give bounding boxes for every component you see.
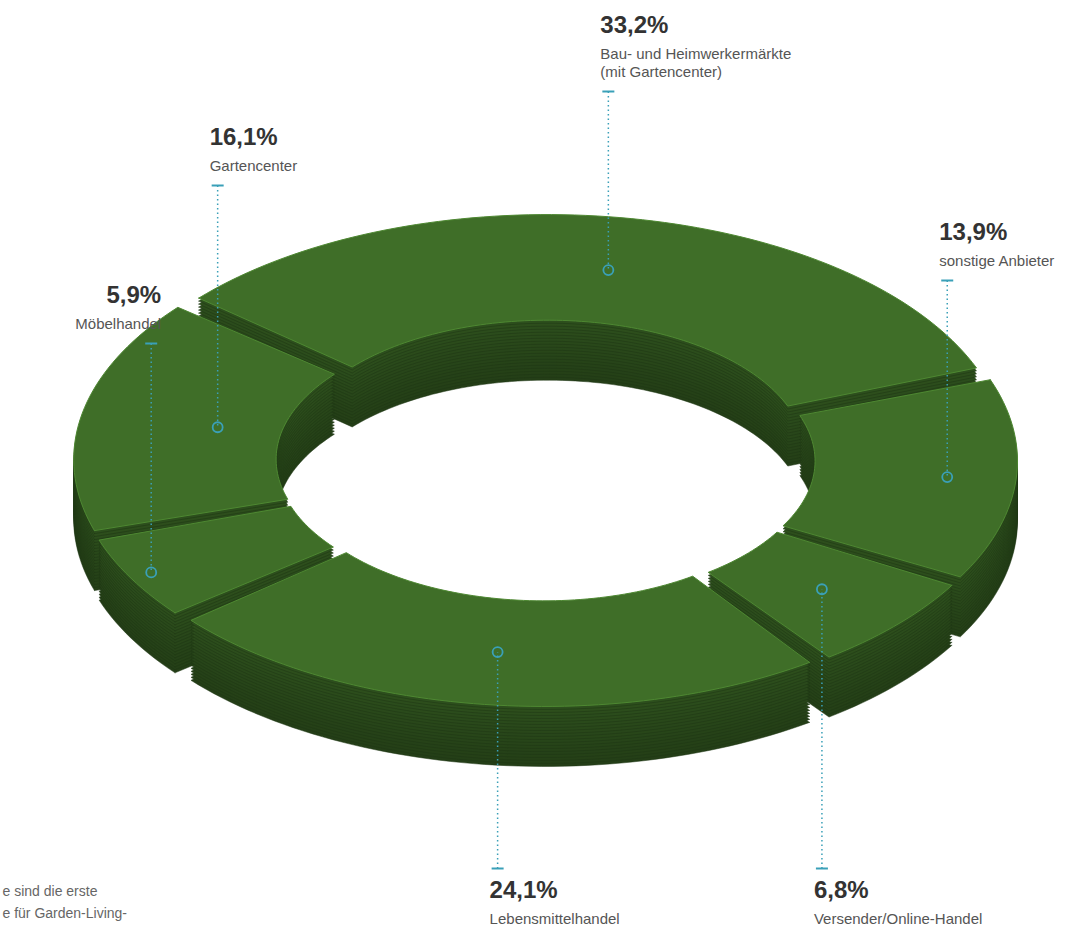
svg-text:24,1%: 24,1%	[490, 876, 558, 903]
svg-text:6,8%: 6,8%	[814, 876, 869, 903]
svg-text:sonstige Anbieter: sonstige Anbieter	[939, 252, 1054, 269]
svg-text:Möbelhandel: Möbelhandel	[75, 315, 161, 332]
svg-text:13,9%: 13,9%	[939, 218, 1007, 245]
svg-text:16,1%: 16,1%	[210, 123, 278, 150]
svg-text:Versender/Online-Handel: Versender/Online-Handel	[814, 910, 982, 927]
svg-text:Bau- und Heimwerkermärkte(mit: Bau- und Heimwerkermärkte(mit Gartencent…	[600, 45, 791, 80]
svg-text:5,9%: 5,9%	[107, 281, 162, 308]
svg-text:Gartencenter: Gartencenter	[210, 157, 298, 174]
svg-text:Lebensmittelhandel: Lebensmittelhandel	[490, 910, 620, 927]
svg-text:e sind die erste: e sind die erste	[3, 883, 98, 899]
svg-text:e für Garden-Living-: e für Garden-Living-	[3, 905, 128, 921]
svg-text:33,2%: 33,2%	[600, 11, 668, 38]
